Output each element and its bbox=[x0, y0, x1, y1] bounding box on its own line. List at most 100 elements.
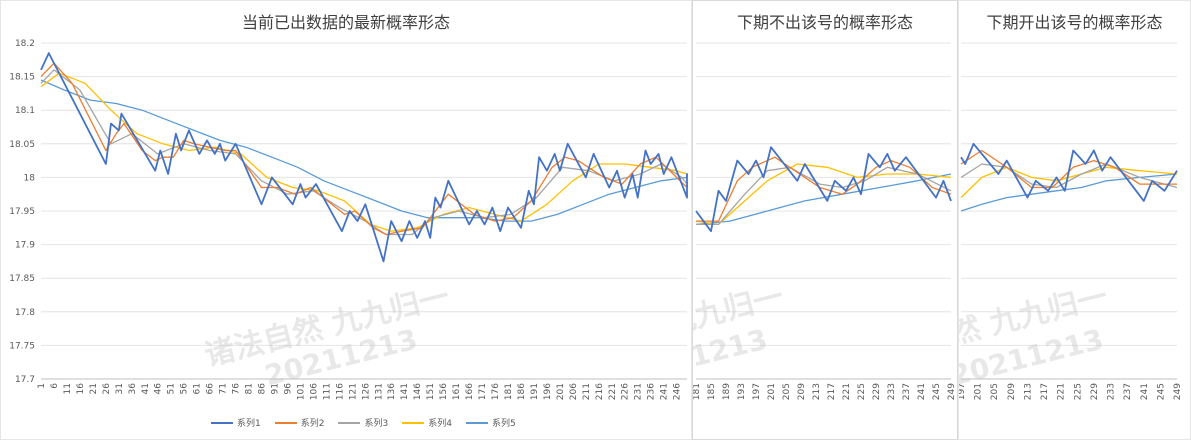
chart-title: 下期不出该号的概率形态 bbox=[736, 13, 913, 32]
chart-title: 当前已出数据的最新概率形态 bbox=[241, 13, 450, 32]
legend-item: 系列2 bbox=[274, 416, 324, 429]
x-tick-label: 249 bbox=[947, 383, 957, 400]
series-line-5 bbox=[695, 173, 952, 226]
legend-swatch bbox=[402, 421, 425, 424]
x-tick-label: 217 bbox=[1040, 383, 1050, 400]
x-tick-label: 193 bbox=[737, 383, 747, 400]
x-tick-label: 229 bbox=[1090, 383, 1100, 400]
x-tick-label: 126 bbox=[361, 383, 371, 400]
x-tick-label: 197 bbox=[752, 383, 762, 400]
x-tick-label: 241 bbox=[660, 383, 670, 400]
x-tick-label: 86 bbox=[258, 383, 268, 395]
x-tick-label: 66 bbox=[206, 383, 216, 395]
x-tick-label: 76 bbox=[232, 383, 242, 395]
x-tick-label: 146 bbox=[413, 383, 423, 400]
legend-item: 系列4 bbox=[402, 416, 452, 429]
y-tick-label: 17.95 bbox=[9, 207, 35, 217]
chart-title: 下期开出该号的概率形态 bbox=[986, 13, 1163, 32]
legend-item: 系列3 bbox=[338, 416, 388, 429]
legend-swatch bbox=[465, 421, 488, 424]
x-tick-label: 211 bbox=[582, 383, 592, 400]
x-tick-label: 171 bbox=[478, 383, 488, 400]
x-tick-label: 229 bbox=[872, 383, 882, 400]
x-tick-label: 249 bbox=[1173, 383, 1183, 400]
x-tick-label: 81 bbox=[245, 383, 255, 394]
x-tick-label: 156 bbox=[439, 383, 449, 400]
x-tick-label: 46 bbox=[154, 383, 164, 395]
chart-main-svg: 17.717.7517.817.8517.917.951818.0518.118… bbox=[9, 39, 688, 400]
x-tick-label: 241 bbox=[917, 383, 927, 400]
x-tick-label: 196 bbox=[543, 383, 553, 400]
x-tick-label: 21 bbox=[89, 383, 99, 394]
x-tick-label: 216 bbox=[595, 383, 605, 400]
x-tick-label: 213 bbox=[1023, 383, 1033, 400]
x-tick-label: 121 bbox=[348, 383, 358, 400]
x-tick-label: 151 bbox=[426, 383, 436, 400]
series-line-4 bbox=[695, 163, 952, 226]
x-tick-label: 186 bbox=[517, 383, 527, 400]
x-tick-label: 213 bbox=[812, 383, 822, 400]
x-tick-label: 233 bbox=[1107, 383, 1117, 400]
x-tick-label: 201 bbox=[767, 383, 777, 400]
x-tick-label: 141 bbox=[400, 383, 410, 400]
x-tick-label: 225 bbox=[1073, 383, 1083, 400]
legend-item: 系列5 bbox=[465, 416, 516, 429]
legend-swatch bbox=[274, 421, 297, 424]
x-tick-label: 181 bbox=[693, 383, 702, 400]
x-tick-label: 91 bbox=[270, 383, 280, 394]
x-tick-label: 205 bbox=[782, 383, 792, 400]
x-tick-label: 225 bbox=[857, 383, 867, 400]
legend-label: 系列4 bbox=[428, 419, 452, 429]
x-tick-label: 116 bbox=[335, 383, 345, 400]
x-tick-label: 31 bbox=[115, 383, 125, 394]
x-tick-label: 241 bbox=[1140, 383, 1150, 400]
x-tick-label: 236 bbox=[647, 383, 657, 400]
y-tick-label: 18 bbox=[24, 173, 36, 183]
y-tick-label: 17.9 bbox=[15, 241, 35, 251]
chart-no-draw-svg: 181 185 189 193 197 201 205 209 213 217 221 225 229 2… bbox=[693, 42, 957, 400]
series-line-5 bbox=[40, 79, 688, 222]
legend-item: 系列1 bbox=[211, 416, 261, 429]
series-line-2 bbox=[40, 62, 688, 236]
chart-panel-draw: 下期开出该号的概率形态 197 201 205 209 213 217 221 225 229 2… bbox=[958, 0, 1191, 440]
series-line-1 bbox=[40, 52, 688, 263]
legend-swatch bbox=[338, 421, 361, 424]
series-line-1 bbox=[695, 146, 952, 233]
x-tick-label: 191 bbox=[530, 383, 540, 400]
x-tick-label: 11 bbox=[63, 383, 73, 394]
x-tick-label: 185 bbox=[707, 383, 717, 400]
x-tick-label: 101 bbox=[296, 383, 306, 400]
series-line-2 bbox=[960, 149, 1177, 189]
x-tick-label: 197 bbox=[959, 383, 967, 400]
x-tick-label: 201 bbox=[556, 383, 566, 400]
x-tick-label: 51 bbox=[167, 383, 177, 394]
x-tick-label: 1 bbox=[37, 383, 47, 389]
x-tick-label: 245 bbox=[1156, 383, 1166, 400]
x-tick-label: 41 bbox=[141, 383, 151, 394]
x-tick-label: 56 bbox=[180, 383, 190, 395]
series-line-5 bbox=[960, 173, 1178, 212]
x-tick-label: 246 bbox=[673, 383, 683, 400]
x-tick-label: 206 bbox=[569, 383, 579, 400]
y-tick-label: 17.8 bbox=[15, 308, 35, 318]
y-tick-label: 18.2 bbox=[15, 39, 35, 49]
x-tick-label: 209 bbox=[1007, 383, 1017, 400]
x-tick-label: 161 bbox=[452, 383, 462, 400]
x-tick-label: 226 bbox=[621, 383, 631, 400]
y-tick-label: 17.7 bbox=[15, 375, 35, 385]
chart-draw-svg: 197 201 205 209 213 217 221 225 229 233 237 241 245 2… bbox=[959, 42, 1183, 400]
x-tick-label: 209 bbox=[797, 383, 807, 400]
series-line-1 bbox=[960, 142, 1178, 202]
x-tick-label: 201 bbox=[974, 383, 984, 400]
x-tick-label: 237 bbox=[902, 383, 912, 400]
x-tick-label: 16 bbox=[76, 383, 86, 395]
y-tick-label: 17.85 bbox=[9, 274, 35, 284]
x-tick-label: 131 bbox=[374, 383, 384, 400]
legend-label: 系列3 bbox=[364, 419, 389, 429]
x-tick-label: 217 bbox=[827, 383, 837, 400]
series-line-4 bbox=[960, 166, 1178, 199]
x-tick-label: 71 bbox=[219, 383, 229, 394]
x-tick-label: 111 bbox=[322, 383, 332, 400]
x-tick-label: 189 bbox=[722, 383, 732, 400]
x-tick-label: 221 bbox=[608, 383, 618, 400]
